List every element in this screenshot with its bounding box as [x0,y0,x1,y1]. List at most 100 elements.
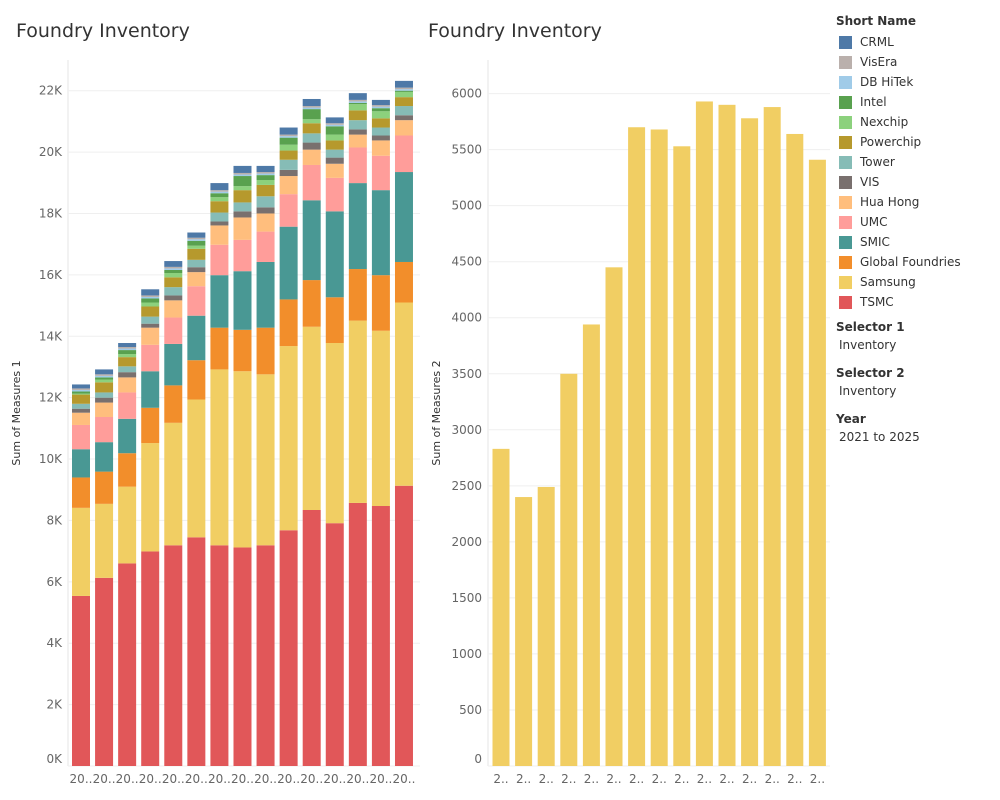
bar-segment-db-hitek [325,124,344,127]
bar-segment-powerchip [394,97,413,107]
bar-segment-db-hitek [371,106,390,109]
x-tick-label: 20.. [277,772,300,786]
legend-item[interactable]: Samsung [836,272,961,292]
x-tick-label: 20.. [369,772,392,786]
bar-segment-db-hitek [279,136,298,138]
legend-item[interactable]: Nexchip [836,112,961,132]
x-tick-label: 20.. [93,772,116,786]
legend-label: Samsung [860,275,916,289]
bar-segment-hua-hong [371,140,390,156]
bar-segment-umc [302,164,321,201]
bar-segment-tsmc [95,577,114,766]
legend-label: Powerchip [860,135,922,149]
x-tick-label: 20.. [185,772,208,786]
bar-segment-vis [394,115,413,121]
bar-segment-umc [256,231,275,262]
bar-segment-tower [394,106,413,116]
filters: Selector 1 Inventory Selector 2 Inventor… [836,320,961,444]
x-tick-label: 2.. [765,772,780,786]
bar-segment-visera [302,106,321,108]
bar-segment-hua-hong [187,272,206,287]
bar-segment-visera [187,237,206,240]
legend-item[interactable]: Powerchip [836,132,961,152]
bar-segment-vis [302,142,321,150]
bar-segment-samsung [605,267,623,766]
legend-item[interactable]: Hua Hong [836,192,961,212]
legend-swatch [839,175,852,189]
legend-item[interactable]: TSMC [836,292,961,312]
bar-segment-crml [95,369,114,375]
bar-segment-powerchip [256,184,275,197]
bar-segment-nexchip [233,186,252,191]
bar-segment-vis [279,169,298,177]
legend-swatch [839,55,852,69]
legend-item[interactable]: CRML [836,32,961,52]
bar-segment-umc [394,135,413,173]
bar-segment-crml [141,289,160,296]
x-tick-label: 2.. [787,772,802,786]
bar-segment-umc [118,392,137,419]
bar-segment-global-foundries [279,299,298,347]
bar-segment-tower [256,196,275,208]
bar-segment-samsung [325,343,344,524]
legend-label: Tower [860,155,895,169]
legend-swatch [839,195,852,209]
x-tick-label: 2.. [742,772,757,786]
bar-segment-samsung [348,320,367,503]
x-tick-label: 2.. [584,772,599,786]
legend-item[interactable]: VIS [836,172,961,192]
legend-item[interactable]: Tower [836,152,961,172]
bar-segment-visera [95,374,114,376]
bar-segment-powerchip [118,357,137,367]
bar-segment-smic [72,449,90,478]
bar-segment-samsung [210,369,229,546]
legend-item[interactable]: Global Foundries [836,252,961,272]
bar-segment-intel [187,240,206,246]
bar-segment-intel [279,137,298,145]
bar-segment-samsung [741,118,759,767]
legend-item[interactable]: VisEra [836,52,961,72]
bar-segment-visera [210,190,229,192]
bar-segment-samsung [72,507,90,596]
bar-segment-tower [210,212,229,222]
x-tick-label: 20.. [208,772,231,786]
bar-segment-samsung [808,159,826,766]
legend-item[interactable]: SMIC [836,232,961,252]
bar-segment-umc [141,344,160,372]
bar-segment-samsung [187,399,206,538]
legend-swatch [839,35,852,49]
y-tick-label: 2000 [451,535,482,549]
x-tick-label: 2.. [493,772,508,786]
filter-value[interactable]: Inventory [839,338,897,352]
bar-segment-global-foundries [141,407,160,444]
legend-label: UMC [860,215,888,229]
y-tick-label: 2500 [451,479,482,493]
bar-segment-samsung [786,133,804,766]
bar-segment-smic [394,172,413,262]
bar-segment-global-foundries [302,280,321,327]
bar-segment-powerchip [325,140,344,150]
legend-item[interactable]: DB HiTek [836,72,961,92]
legend-item[interactable]: Intel [836,92,961,112]
bar-segment-samsung [628,127,646,766]
filter-value[interactable]: 2021 to 2025 [839,430,920,444]
y-tick-label: 1500 [451,591,482,605]
legend-swatch [839,215,852,229]
bar-segment-samsung [537,486,555,766]
filter-value[interactable]: Inventory [839,384,897,398]
legend-item[interactable]: UMC [836,212,961,232]
bar-segment-visera [256,172,275,174]
y-tick-label: 8K [46,513,63,527]
x-tick-label: 20.. [139,772,162,786]
bar-segment-nexchip [394,91,413,98]
bar-segment-intel [348,102,367,105]
bar-segment-smic [325,211,344,298]
bar-segment-tsmc [256,545,275,766]
bar-segment-vis [233,211,252,218]
bar-segment-global-foundries [210,327,229,370]
bar-segment-samsung [302,326,321,510]
bar-segment-db-hitek [256,173,275,176]
x-tick-label: 20.. [346,772,369,786]
bar-segment-samsung [256,374,275,546]
y-tick-label: 5000 [451,199,482,213]
